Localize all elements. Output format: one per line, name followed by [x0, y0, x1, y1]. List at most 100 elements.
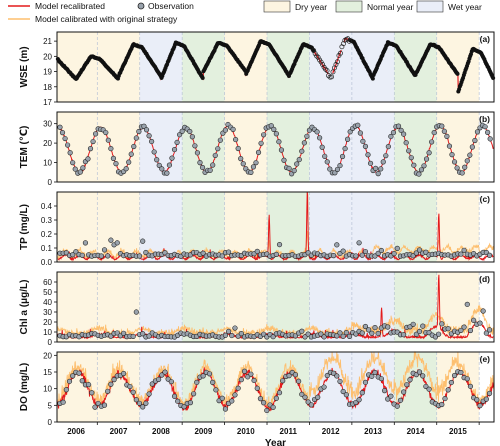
observation-point [276, 390, 283, 396]
observation-point [238, 331, 244, 337]
observation-point [458, 369, 464, 376]
y-tick-label: 20 [43, 351, 52, 360]
observation-point [292, 333, 299, 339]
y-tick-label: 21 [43, 37, 52, 46]
observation-point [395, 123, 402, 129]
observation-point [381, 388, 388, 394]
observation-point [373, 165, 379, 171]
observation-point [442, 395, 448, 402]
observation-point [320, 62, 326, 67]
x-tick-label-2013: 2013 [364, 427, 382, 436]
observation-point [136, 253, 143, 259]
observation-point [270, 404, 276, 410]
observation-point [362, 248, 369, 255]
observation-point [302, 334, 308, 340]
observation-point [337, 162, 343, 169]
observation-point [123, 166, 129, 172]
observation-point [321, 334, 327, 340]
observation-point [194, 150, 201, 156]
observation-point [264, 407, 270, 414]
observation-point [461, 247, 467, 253]
observation-point [261, 132, 267, 138]
observation-point [343, 330, 349, 336]
observation-point [315, 54, 321, 60]
observation-point [397, 397, 404, 403]
y-tick-label: 0 [48, 338, 53, 347]
observation-point [222, 127, 229, 133]
y-tick-label: 30 [43, 308, 52, 317]
observation-point [451, 159, 458, 165]
observation-point [388, 393, 394, 399]
observation-point [159, 372, 165, 378]
observation-point [318, 331, 324, 337]
observation-point [439, 401, 445, 408]
observation-point [103, 129, 109, 136]
y-tick-label: 10 [43, 159, 52, 168]
observation-point [299, 148, 305, 154]
legend-dry-swatch [263, 0, 291, 13]
observation-point [294, 161, 300, 167]
observation-point [114, 330, 120, 336]
observation-point [171, 393, 178, 399]
year-type-bands [57, 32, 480, 422]
observation-point [323, 66, 329, 72]
panel-label: (b) [479, 114, 490, 124]
observation-point [487, 136, 493, 142]
observation-point [235, 385, 241, 391]
observation-point [154, 157, 160, 163]
observation-point [319, 144, 325, 150]
observation-point [391, 251, 397, 257]
x-tick-label-2008: 2008 [152, 427, 170, 436]
observation-point [359, 330, 365, 336]
observation-point [95, 400, 101, 407]
observation-point [362, 379, 369, 385]
observation-point [314, 53, 320, 59]
observation-point [332, 170, 338, 176]
observation-point [345, 136, 351, 142]
observation-point [108, 237, 114, 243]
legend-recalibrated-label: Model recalibrated [35, 1, 105, 11]
observation-point [372, 324, 378, 331]
observation-point [411, 162, 417, 168]
observation-point [156, 162, 162, 168]
y-tick-label: 20 [43, 52, 52, 61]
observation-point [212, 152, 218, 159]
observation-point [296, 156, 302, 163]
x-tick-label-2010: 2010 [237, 427, 255, 436]
observation-point [210, 162, 216, 168]
observation-point [337, 378, 343, 385]
observation-point [255, 149, 262, 155]
y-tick-label: 0 [48, 178, 53, 187]
observation-point [130, 389, 136, 395]
observation-point [187, 128, 193, 135]
observation-point [286, 373, 292, 379]
observation-point [108, 145, 114, 152]
observation-point [420, 373, 426, 379]
observation-point [404, 382, 410, 388]
observation-point [464, 301, 470, 307]
observation-point [486, 252, 493, 258]
observation-point [258, 140, 264, 146]
observation-point [232, 392, 238, 398]
observation-point [177, 132, 183, 138]
observation-point [127, 383, 133, 390]
observation-point [273, 251, 279, 257]
observation-point [394, 245, 400, 251]
observation-point [334, 242, 340, 248]
observation-point [305, 399, 311, 405]
observation-point [65, 142, 71, 148]
observation-point [235, 145, 241, 152]
observation-point [63, 387, 69, 393]
observation-point [334, 373, 340, 379]
observation-point [213, 387, 219, 393]
observation-point [191, 391, 197, 397]
observation-point [105, 137, 111, 143]
panel-tem: 0 10 20 30 TEM (℃) (b) [19, 111, 495, 187]
observation-point [286, 165, 292, 172]
observation-point [62, 135, 68, 142]
observation-point [339, 44, 345, 50]
y-axis-label: WSE (m) [19, 46, 30, 87]
observation-point [248, 371, 254, 377]
observation-point [471, 317, 477, 323]
observation-point [77, 169, 83, 175]
